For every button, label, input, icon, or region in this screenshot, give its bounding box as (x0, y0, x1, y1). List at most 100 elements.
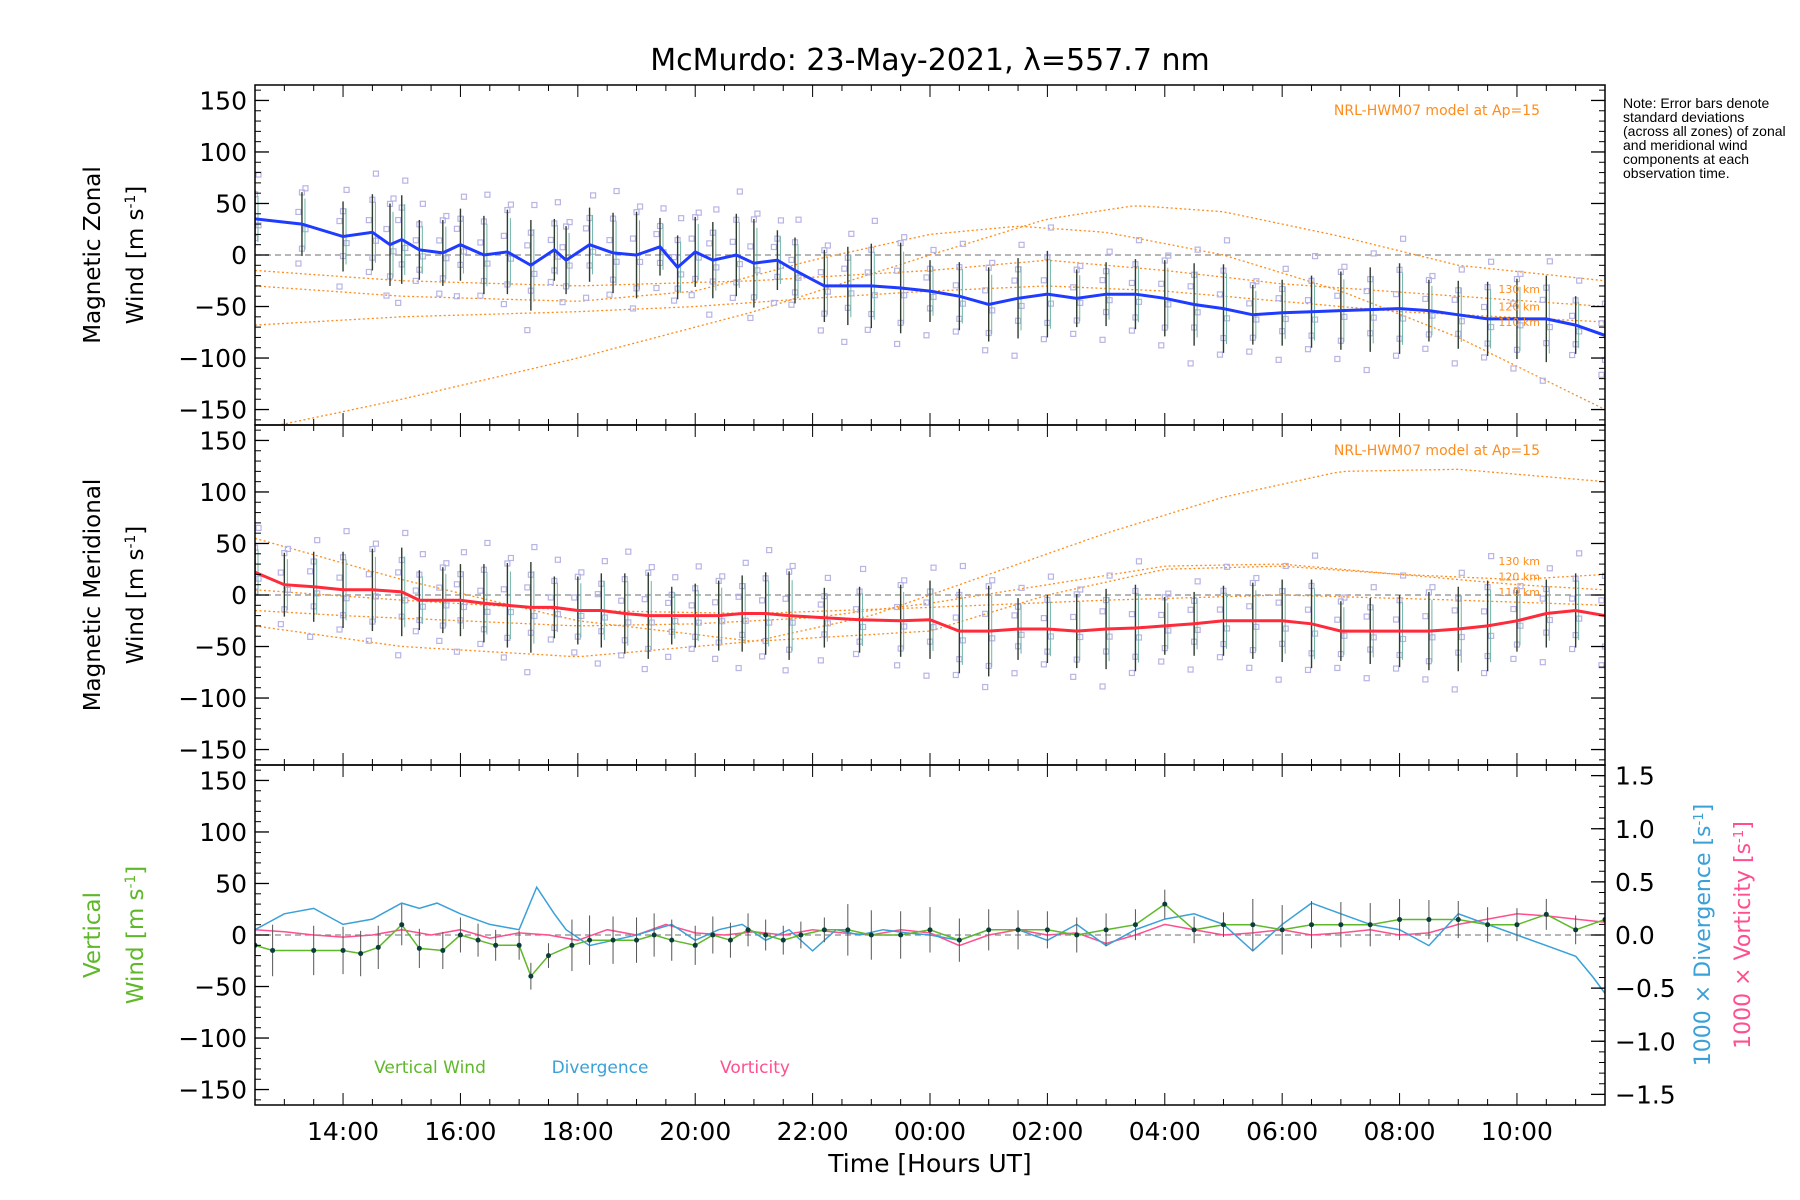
zone-point (578, 569, 585, 576)
zone-point (1422, 613, 1429, 620)
zone-point (952, 671, 959, 679)
zone-point (1311, 552, 1319, 559)
zone-point (1253, 316, 1260, 323)
vertical-wind-point (1485, 922, 1491, 928)
zone-point (336, 217, 343, 225)
zone-point (531, 543, 538, 551)
zone-point (788, 256, 795, 264)
vertical-wind-point (1455, 917, 1461, 923)
zone-point (1363, 613, 1370, 620)
zone-point (1128, 279, 1136, 287)
zone-point (1311, 630, 1319, 637)
zone-point (559, 244, 566, 251)
zone-point (395, 216, 402, 224)
zone-point (1253, 623, 1260, 630)
x-tick-label: 06:00 (1246, 1117, 1318, 1146)
zone-point (1158, 342, 1165, 349)
zone-point (952, 614, 959, 621)
zone-point (636, 258, 644, 266)
zone-point (1334, 355, 1341, 363)
zone-point (484, 539, 491, 547)
zone-point (754, 267, 761, 274)
zone-point (1334, 292, 1341, 299)
zone-point (901, 623, 908, 630)
vertical-wind-point (1220, 922, 1226, 928)
zone-point (1517, 583, 1524, 590)
chart-title: McMurdo: 23-May-2021, λ=557.7 nm (650, 43, 1209, 78)
zone-point (1363, 366, 1370, 374)
zone-point (1451, 296, 1458, 303)
zone-point (930, 246, 937, 254)
zone-point (1480, 303, 1488, 311)
zone-point (625, 619, 632, 626)
zone-point (788, 301, 795, 308)
x-tick-label: 02:00 (1011, 1117, 1083, 1146)
y2-axis-label-vorticity: 1000 × Vorticity [s-1] (1731, 821, 1756, 1049)
zone-point (453, 293, 461, 300)
zone-point (500, 654, 507, 661)
zone-point (1011, 352, 1018, 359)
zone-point (1128, 327, 1136, 334)
zone-point (672, 574, 679, 581)
zone-point (1223, 625, 1231, 632)
zone-point (484, 608, 491, 615)
zone-point (1458, 266, 1465, 273)
y-tick-label: 0 (231, 241, 247, 270)
zone-point (343, 186, 350, 193)
zone-point (1576, 550, 1583, 557)
zone-point (1363, 287, 1370, 295)
model-curve-0 (276, 205, 1605, 425)
zone-point (1099, 336, 1106, 343)
zone-point (372, 170, 380, 177)
zone-point (1569, 312, 1576, 319)
zone-point (1341, 594, 1348, 601)
altitude-label: 120 km (1498, 301, 1540, 314)
zone-point (554, 556, 561, 563)
x-tick-label: 18:00 (542, 1117, 614, 1146)
zone-point (1070, 330, 1077, 338)
zone-point (613, 258, 620, 265)
zone-point (1106, 633, 1113, 640)
zone-point (571, 594, 578, 601)
zone-point (1077, 262, 1084, 270)
zone-point (1047, 573, 1055, 580)
zone-point (395, 569, 402, 576)
zone-point (284, 586, 291, 593)
zone-point (1282, 562, 1289, 570)
zone-point (648, 619, 655, 626)
vertical-wind-panel: Vertical Wind Divergence Vorticity −150 −100… (80, 762, 1756, 1178)
zone-point (894, 603, 901, 611)
zone-point (665, 599, 672, 607)
zone-point (1488, 632, 1495, 639)
zone-point (719, 618, 726, 625)
vertical-wind-point (358, 951, 364, 957)
zone-point (1422, 295, 1429, 302)
vertical-wind-point (692, 942, 698, 948)
vertical-wind-point (821, 927, 827, 933)
zone-point (613, 187, 620, 195)
zone-point (1341, 632, 1348, 639)
zone-point (1304, 297, 1312, 304)
y-tick-label: 100 (199, 818, 247, 847)
zone-point (1106, 572, 1113, 579)
zone-point (719, 573, 726, 580)
y-tick-label: 50 (215, 189, 247, 218)
zone-point (841, 338, 848, 345)
zone-point (959, 637, 966, 644)
zone-point (982, 347, 989, 354)
legend-item: Vorticity (720, 1058, 790, 1078)
vertical-wind-point (898, 932, 904, 938)
vertical-wind-point (1279, 927, 1285, 933)
zone-point (1539, 377, 1546, 384)
zone-point (1018, 302, 1025, 310)
zone-point (1070, 673, 1077, 680)
vertical-wind-point (399, 922, 405, 928)
vertical-wind-point (927, 927, 933, 933)
zone-point (1187, 360, 1194, 367)
zone-point (1606, 338, 1611, 343)
zone-point (589, 248, 597, 255)
zone-point (1451, 686, 1458, 693)
zone-point (894, 267, 901, 274)
zone-point (295, 260, 302, 267)
zone-point (1370, 250, 1377, 257)
